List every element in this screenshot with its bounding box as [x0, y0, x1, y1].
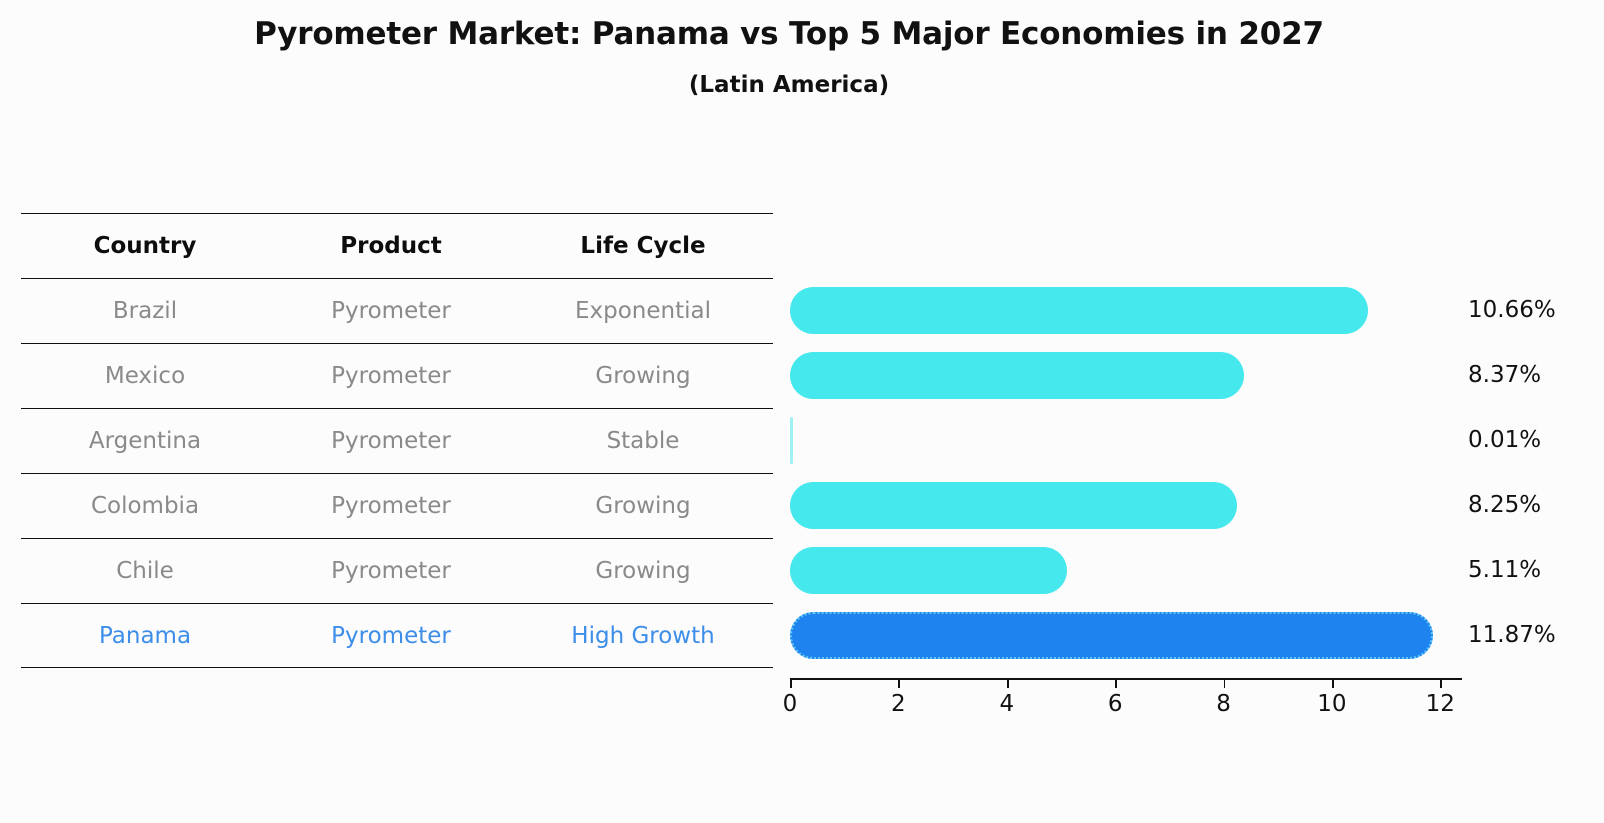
x-axis-tick	[1223, 680, 1226, 688]
x-axis-tick	[1006, 680, 1009, 688]
table-header-row: Country Product Life Cycle	[21, 213, 773, 278]
table-row: Chile Pyrometer Growing	[21, 538, 773, 603]
cell-product: Pyrometer	[331, 363, 451, 389]
bar-value-label: 5.11%	[1468, 557, 1542, 583]
cell-life-cycle: High Growth	[571, 623, 715, 649]
table-row-highlighted: Panama Pyrometer High Growth	[21, 603, 773, 668]
bar-value-label: 11.87%	[1468, 622, 1556, 648]
column-header-product: Product	[340, 233, 442, 259]
x-axis-tick-label: 12	[1425, 691, 1455, 717]
table-row: Argentina Pyrometer Stable	[21, 408, 773, 473]
cell-life-cycle: Growing	[595, 558, 691, 584]
bar-panama	[790, 612, 1434, 659]
title-block: Pyrometer Market: Panama vs Top 5 Major …	[0, 14, 1578, 102]
data-table: Country Product Life Cycle Brazil Pyrome…	[21, 213, 773, 668]
x-axis-tick	[1440, 680, 1443, 688]
bar-value-labels: 10.66% 8.37% 0.01% 8.25% 5.11% 11.87%	[1468, 278, 1604, 678]
x-axis-tick	[1115, 680, 1117, 688]
bar-brazil	[790, 287, 1368, 334]
bar-row	[790, 538, 1462, 603]
bar-row	[790, 603, 1462, 668]
page-title: Pyrometer Market: Panama vs Top 5 Major …	[254, 16, 1324, 52]
bar-argentina	[790, 417, 793, 464]
bar-row	[790, 408, 1462, 473]
chart-subtitle: (Latin America)	[688, 72, 890, 98]
bar-value-label: 8.25%	[1468, 492, 1542, 518]
cell-life-cycle: Growing	[595, 493, 691, 519]
bar-chart-plot-area	[790, 278, 1462, 678]
cell-country: Panama	[98, 623, 192, 649]
bar-colombia	[790, 482, 1238, 529]
table-row: Brazil Pyrometer Exponential	[21, 278, 773, 343]
table-row: Mexico Pyrometer Growing	[21, 343, 773, 408]
cell-product: Pyrometer	[331, 298, 451, 324]
cell-product: Pyrometer	[331, 623, 451, 649]
cell-country: Colombia	[90, 493, 200, 519]
cell-country: Mexico	[104, 363, 186, 389]
cell-country: Brazil	[112, 298, 178, 324]
x-axis-tick-label: 6	[1107, 691, 1123, 717]
x-axis-line	[790, 678, 1462, 681]
x-axis-tick	[790, 680, 792, 688]
bar-chile	[790, 547, 1067, 594]
bar-value-label: 0.01%	[1468, 427, 1542, 453]
cell-life-cycle: Stable	[606, 428, 680, 454]
bar-mexico	[790, 352, 1244, 399]
x-axis-tick-label: 8	[1216, 691, 1231, 717]
x-axis-tick	[898, 680, 901, 688]
bar-row	[790, 473, 1462, 538]
x-axis-tick	[1331, 680, 1334, 688]
bar-value-label: 8.37%	[1468, 362, 1542, 388]
cell-product: Pyrometer	[331, 493, 451, 519]
bar-row	[790, 278, 1462, 343]
cell-life-cycle: Growing	[595, 363, 691, 389]
cell-country: Chile	[116, 558, 174, 584]
column-header-life-cycle: Life Cycle	[580, 233, 706, 259]
bar-value-label: 10.66%	[1468, 297, 1556, 323]
x-axis-tick-label: 4	[999, 691, 1015, 717]
cell-life-cycle: Exponential	[574, 298, 711, 324]
x-axis-tick-label: 0	[782, 691, 798, 717]
table-row: Colombia Pyrometer Growing	[21, 473, 773, 538]
x-axis: 0 2 4 6 8 10 12	[783, 678, 1462, 738]
cell-product: Pyrometer	[331, 558, 451, 584]
x-axis-tick-label: 10	[1317, 691, 1347, 717]
cell-product: Pyrometer	[331, 428, 451, 454]
column-header-country: Country	[93, 233, 197, 259]
bar-row	[790, 343, 1462, 408]
cell-country: Argentina	[88, 428, 202, 454]
x-axis-tick-label: 2	[891, 691, 906, 717]
